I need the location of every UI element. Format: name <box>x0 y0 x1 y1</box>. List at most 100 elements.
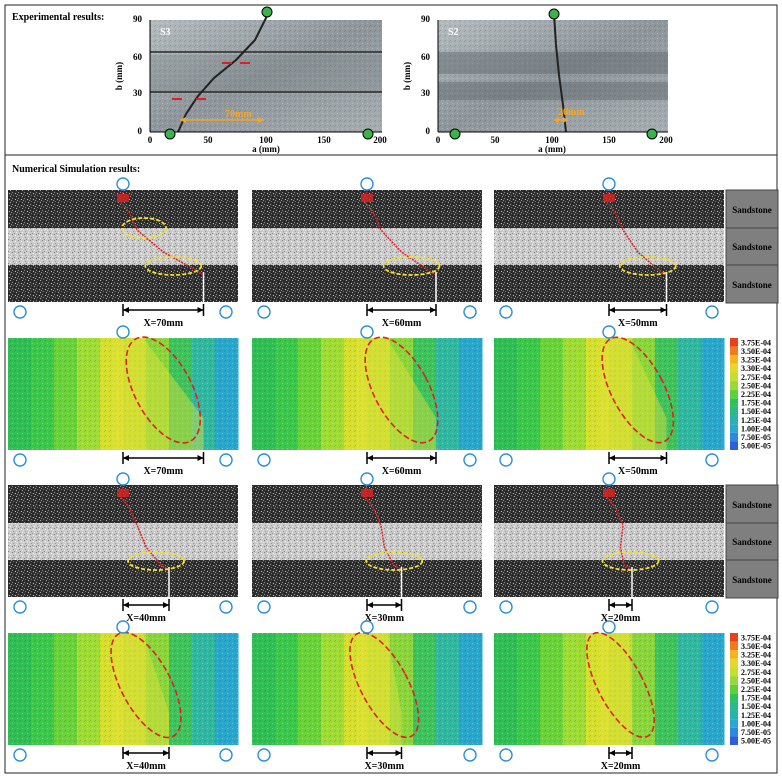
legend-swatch <box>730 432 738 442</box>
legend-swatch <box>730 372 738 382</box>
support-circle-left <box>499 600 513 614</box>
legend-swatch <box>730 338 738 347</box>
arrow-head <box>609 455 615 461</box>
particle-panel: X=40mm <box>8 472 238 624</box>
crack-path <box>604 486 633 571</box>
distance-label: X=20mm <box>601 613 641 624</box>
legend-value: 3.50E-04 <box>741 642 771 651</box>
contour-panel: X=60mm <box>252 325 483 477</box>
distance-label: X=30mm <box>364 761 404 772</box>
arrow-head <box>660 455 667 461</box>
legend-value: 2.25E-04 <box>741 390 771 399</box>
s3-xtick-100: 100 <box>259 135 273 145</box>
load-point-circle <box>116 325 130 339</box>
arrow-head <box>430 307 436 313</box>
contour-panel: X=20mm <box>494 620 725 772</box>
crack-path <box>118 486 170 571</box>
legend-value: 3.50E-04 <box>741 347 771 356</box>
arrow-head <box>367 602 373 608</box>
legend-swatch <box>730 641 738 651</box>
distance-label: X=50mm <box>618 318 658 329</box>
highlight-ellipse <box>365 551 424 571</box>
distance-label: X=20mm <box>601 761 641 772</box>
s3-ytick-30: 30 <box>133 88 143 98</box>
legend-swatch <box>730 727 738 737</box>
rock-label: Sandstone <box>732 280 772 290</box>
support-circle-left <box>257 600 271 614</box>
distance-label: X=40mm <box>126 613 166 624</box>
legend-swatch <box>730 710 738 720</box>
legend-value: 2.75E-04 <box>741 373 771 382</box>
s3-label: S3 <box>160 27 171 38</box>
load-point-circle <box>602 472 616 486</box>
s2-xtick-50: 50 <box>491 135 501 145</box>
arrow-head <box>430 455 436 461</box>
load-point-circle <box>116 620 130 634</box>
load-point-circle <box>360 472 374 486</box>
rock-label: Sandstone <box>732 575 772 585</box>
legend-swatch <box>730 389 738 399</box>
crack-origin <box>361 194 373 202</box>
highlight-ellipse <box>382 256 441 276</box>
legend-value: 7.50E-05 <box>741 728 771 737</box>
particle-panel: X=50mm <box>494 177 724 329</box>
legend-swatch <box>730 736 738 745</box>
support-point-left <box>449 128 461 140</box>
highlight-ellipse <box>349 631 420 739</box>
support-circle-left <box>257 748 271 762</box>
distance-label: X=40mm <box>126 761 166 772</box>
legend-swatch <box>730 346 738 356</box>
legend-value: 3.75E-04 <box>741 633 771 642</box>
legend-swatch <box>730 693 738 702</box>
arrow-head <box>123 307 129 313</box>
experimental-heading: Experimental results: <box>12 12 104 23</box>
legend-value: 1.50E-04 <box>741 702 771 711</box>
rock-labels-top: Sandstone Sandstone Sandstone <box>725 189 779 304</box>
crack-origin <box>603 194 615 202</box>
arrow-head <box>163 750 169 756</box>
s2-ytick-60: 60 <box>421 52 431 62</box>
s2-ytick-30: 30 <box>421 88 431 98</box>
legend-swatch <box>730 415 738 425</box>
distance-label: X=70mm <box>143 318 183 329</box>
contour-panel: X=40mm <box>8 620 239 772</box>
s3-xtick-150: 150 <box>317 135 331 145</box>
highlight-ellipse <box>586 631 655 739</box>
arrow-head <box>367 455 373 461</box>
support-point-right <box>646 128 658 140</box>
support-circle-right <box>219 600 233 614</box>
color-legend-bottom: 3.75E-043.50E-043.25E-043.30E-042.75E-04… <box>730 633 771 746</box>
highlight-ellipse <box>125 336 202 444</box>
s2-label: S2 <box>448 27 459 38</box>
s2-ytick-90: 90 <box>421 14 431 24</box>
support-point-right <box>362 128 374 140</box>
strain-zone <box>113 338 204 450</box>
particle-panel: X=70mm <box>8 177 238 329</box>
legend-value: 1.75E-04 <box>741 694 771 703</box>
legend-value: 2.50E-04 <box>741 676 771 685</box>
legend-swatch <box>730 424 738 433</box>
particle-panel: X=20mm <box>494 472 724 624</box>
highlight-ellipse <box>364 336 439 444</box>
crack-origin <box>361 489 373 497</box>
distance-label: X=60mm <box>382 466 422 477</box>
highlight-ellipse <box>110 631 182 739</box>
highlight-ellipse <box>601 336 675 444</box>
particle-panel: X=30mm <box>252 472 482 624</box>
support-circle-right <box>463 748 477 762</box>
s2-annotation: 20mm <box>558 107 585 118</box>
load-point-circle <box>602 177 616 191</box>
rock-label: Sandstone <box>732 242 772 252</box>
simulation-grid: X=70mm X=60mm X=50mm X=70mm X=60mm X=50mm X=40… <box>8 177 725 772</box>
legend-swatch <box>730 633 738 642</box>
legend-swatch <box>730 650 738 659</box>
distance-label: X=60mm <box>382 318 422 329</box>
legend-value: 1.25E-04 <box>741 711 771 720</box>
support-circle-left <box>257 453 271 467</box>
rock-label: Sandstone <box>732 500 772 510</box>
highlight-ellipse <box>121 217 167 239</box>
arrow-head <box>626 750 632 756</box>
s3-xtick-50: 50 <box>204 135 214 145</box>
s2-ylabel: b (mm) <box>402 62 412 90</box>
s3-xlabel: a (mm) <box>252 144 280 154</box>
